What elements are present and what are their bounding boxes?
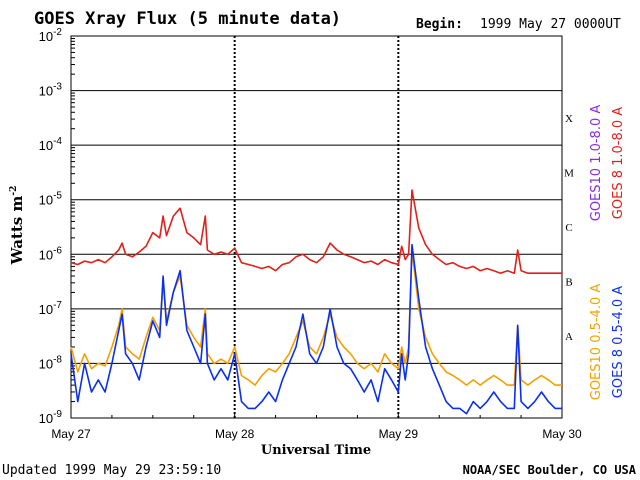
svg-text:Watts m-2: Watts m-2 — [8, 186, 26, 266]
legend: GOES10 1.0-8.0 A GOES 8 1.0-8.0 A GOES10… — [589, 105, 626, 401]
day-separators — [70, 36, 563, 418]
series-line-goes-8-1-0-8-0-a — [70, 189, 562, 275]
legend-goes10-short: GOES10 0.5-4.0 A — [589, 284, 604, 401]
flare-class-B: B — [565, 277, 572, 289]
y-axis-label: Watts m-2 — [8, 186, 26, 266]
y-tick-label-3: 10-6 — [39, 245, 63, 262]
x-axis-label: Universal Time — [261, 443, 371, 458]
series-line-goes-8-0-5-4-0-a — [70, 243, 562, 415]
grid-lines — [71, 35, 562, 419]
chart-title: GOES Xray Flux (5 minute data) — [34, 9, 341, 29]
x-tick-label-3: May 30 — [542, 427, 582, 441]
legend-goes8-short: GOES 8 0.5-4.0 A — [611, 286, 626, 398]
credit-line: NOAA/SEC Boulder, CO USA — [463, 463, 637, 477]
x-tick-label-1: May 28 — [215, 427, 255, 441]
begin-label: Begin: — [416, 17, 463, 32]
y-tick-label-4: 10-5 — [39, 191, 63, 208]
flare-class-labels: A B C M X — [564, 113, 574, 343]
y-axis-label-text: Watts m — [8, 196, 26, 266]
y-tick-label-1: 10-8 — [39, 354, 63, 371]
series-line-goes10-0-5-4-0-a — [70, 249, 562, 386]
x-tick-label-2: May 29 — [379, 427, 419, 441]
flare-class-A: A — [565, 331, 573, 343]
y-tick-label-5: 10-4 — [39, 136, 63, 153]
y-tick-label-2: 10-7 — [39, 300, 63, 317]
x-tick-label-0: May 27 — [51, 427, 91, 441]
begin-value: 1999 May 27 0000UT — [480, 17, 621, 32]
y-axis-label-exponent: -2 — [9, 186, 19, 196]
legend-goes8-long: GOES 8 1.0-8.0 A — [611, 107, 626, 219]
y-tick-label-6: 10-3 — [39, 82, 63, 99]
updated-timestamp: Updated 1999 May 29 23:59:10 — [2, 463, 221, 478]
x-tick-labels: May 27 May 28 May 29 May 30 — [51, 427, 582, 441]
flare-class-C: C — [565, 222, 572, 234]
plot-frame — [70, 35, 563, 419]
y-tick-labels: 10-9 10-8 10-7 10-6 10-5 10-4 10-3 10-2 — [39, 27, 63, 426]
y-tick-label-7: 10-2 — [39, 27, 63, 44]
flare-class-M: M — [564, 167, 574, 179]
series-lines — [70, 189, 562, 415]
y-tick-label-0: 10-9 — [39, 409, 63, 426]
legend-goes10-long: GOES10 1.0-8.0 A — [589, 105, 604, 222]
flare-class-X: X — [565, 113, 573, 125]
